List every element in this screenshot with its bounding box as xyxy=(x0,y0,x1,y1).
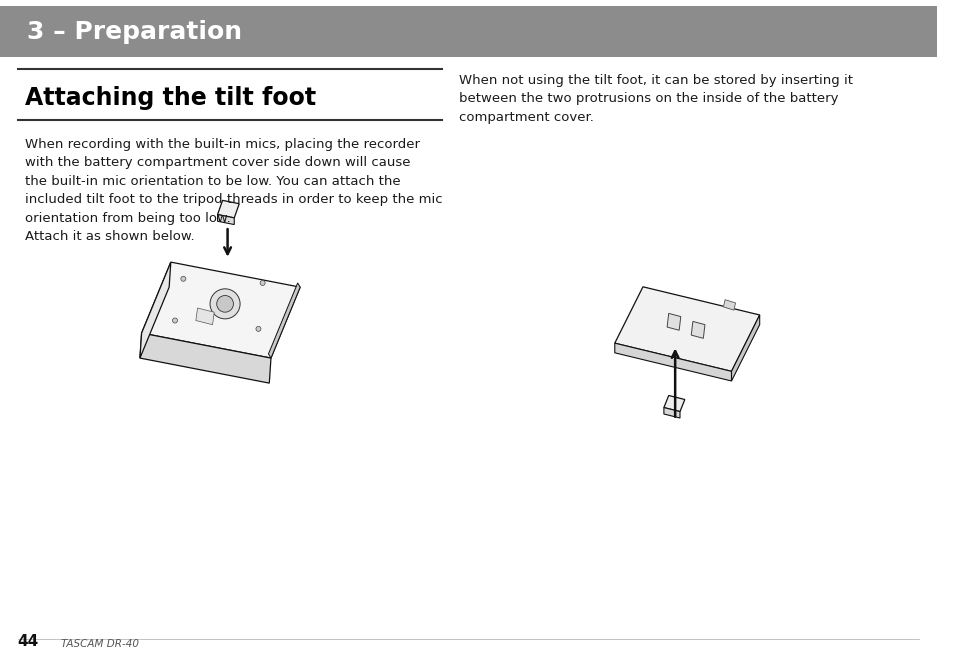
Polygon shape xyxy=(140,262,171,358)
Text: When recording with the built-in mics, placing the recorder
with the battery com: When recording with the built-in mics, p… xyxy=(25,138,441,243)
Polygon shape xyxy=(722,300,735,310)
Circle shape xyxy=(181,276,186,281)
Polygon shape xyxy=(663,395,684,411)
Polygon shape xyxy=(731,315,759,381)
Text: TASCAM DR-40: TASCAM DR-40 xyxy=(61,639,139,649)
Text: 44: 44 xyxy=(18,634,39,649)
Circle shape xyxy=(216,295,233,312)
Circle shape xyxy=(255,326,261,331)
Polygon shape xyxy=(691,321,704,338)
Circle shape xyxy=(260,280,265,285)
Polygon shape xyxy=(217,201,239,218)
Circle shape xyxy=(172,318,177,323)
Polygon shape xyxy=(141,262,300,358)
Polygon shape xyxy=(666,313,680,330)
Polygon shape xyxy=(217,215,234,225)
Polygon shape xyxy=(268,283,300,358)
Text: When not using the tilt foot, it can be stored by inserting it
between the two p: When not using the tilt foot, it can be … xyxy=(459,74,853,124)
Polygon shape xyxy=(614,287,759,371)
Polygon shape xyxy=(140,333,271,383)
Circle shape xyxy=(210,289,240,319)
Text: 3 – Preparation: 3 – Preparation xyxy=(28,19,242,44)
Text: Attaching the tilt foot: Attaching the tilt foot xyxy=(25,87,315,111)
Polygon shape xyxy=(614,343,731,381)
Polygon shape xyxy=(195,308,214,325)
Polygon shape xyxy=(663,407,679,418)
Bar xyxy=(0,6,936,57)
